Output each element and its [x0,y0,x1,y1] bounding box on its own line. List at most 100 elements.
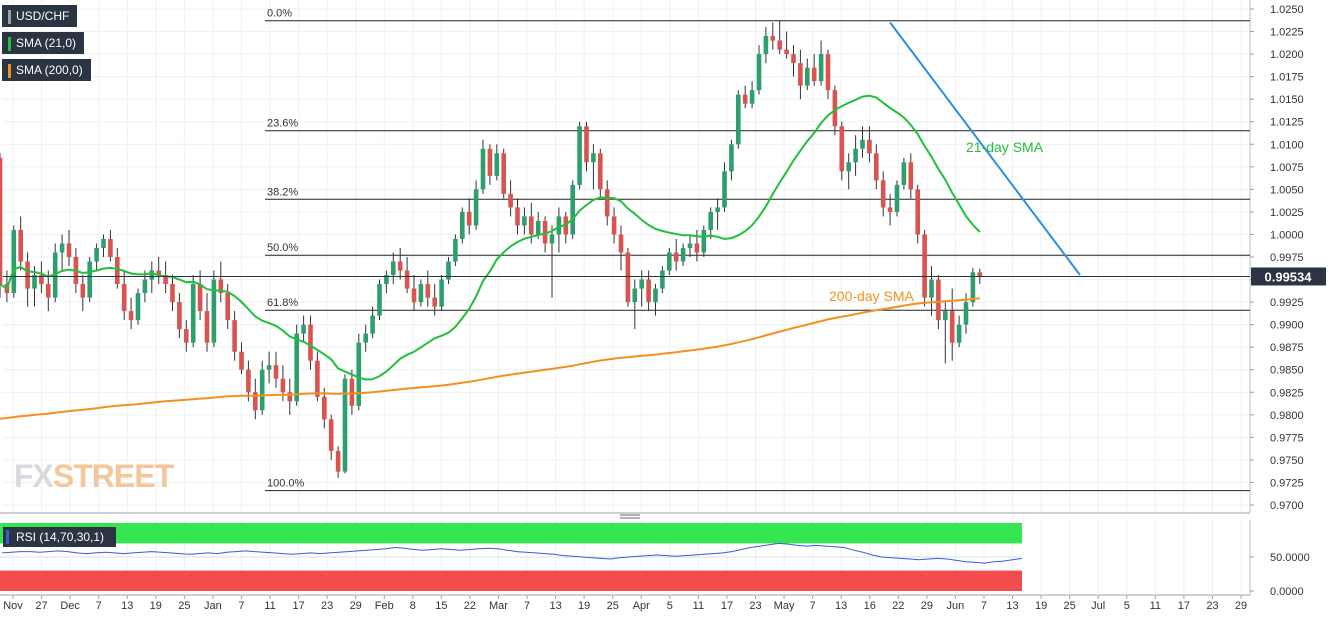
rsi-overbought-zone [0,523,1022,544]
candle [846,153,851,190]
candle [453,234,458,267]
x-tick-label: 13 [549,600,561,612]
candle [121,270,127,321]
legend-sma200-label: SMA (200,0) [16,63,83,77]
legend-symbol[interactable]: USD/CHF [2,5,78,27]
y-tick-label: 1.0050 [1270,184,1304,196]
pane-resize-handle[interactable] [620,514,640,519]
x-tick-label: Dec [60,600,80,612]
candle [108,229,113,262]
candle [604,180,610,226]
candle [632,279,638,330]
candle [577,121,582,190]
candle [322,387,327,429]
x-tick-label: 7 [238,600,244,612]
candle [253,378,258,420]
candle [80,275,86,312]
x-tick-label: 5 [667,600,673,612]
candle [446,257,451,285]
candle [18,216,23,271]
candle [770,22,776,50]
x-tick-label: 16 [864,600,876,612]
candle [887,193,893,226]
candle [825,49,831,100]
candle [87,257,92,303]
candle [487,144,493,185]
y-tick-label: 0.9825 [1270,387,1304,399]
y-tick-label: 0.9800 [1270,410,1304,422]
candle [908,153,914,199]
candle [239,342,244,375]
candle [128,297,134,330]
candle [232,311,237,361]
candle [680,243,686,267]
candle [473,180,479,230]
watermark-part1: FX [14,458,54,494]
candle [342,374,348,474]
y-tick-label: 1.0225 [1270,27,1304,39]
rsi-legend-box[interactable] [3,527,116,547]
candle [308,315,313,370]
candle [501,148,506,199]
sma200-line [0,297,980,420]
x-tick-label: 17 [292,600,304,612]
y-tick-label: 1.0175 [1270,72,1304,84]
resistance-trendline [889,21,1081,276]
candle [915,184,920,244]
y-tick-label: 0.9725 [1270,477,1304,489]
rsi-line [1,542,1023,564]
candle [356,333,362,411]
candle [11,225,17,298]
candle [363,324,368,352]
candle [39,261,44,294]
candle [397,247,403,280]
candle [660,266,665,294]
candle [522,207,527,235]
x-tick-label: 22 [464,600,476,612]
watermark-part2: STREET [52,458,174,494]
candle [142,270,148,303]
candle [508,180,513,217]
x-tick-label: 25 [178,600,190,612]
candle [867,126,872,163]
x-tick-label: 23 [321,600,333,612]
x-tick-label: 13 [835,600,847,612]
candle [349,369,355,415]
candle [784,31,789,59]
candle [411,275,417,312]
x-tick-label: 17 [1178,600,1190,612]
candle [204,293,210,352]
candle [798,49,803,100]
x-tick-label: 29 [350,600,362,612]
candle [377,279,382,321]
x-tick-label: Apr [633,600,650,612]
x-tick-label: 11 [693,600,704,612]
x-tick-label: 22 [892,600,904,612]
main-pane-background [0,0,1331,512]
y-tick-label: 1.0075 [1270,162,1304,174]
candle [494,144,500,181]
candle [301,315,306,343]
x-tick-label: 23 [1206,600,1218,612]
legend-symbol-label: USD/CHF [16,9,70,23]
candle [653,284,658,316]
candle [929,266,934,316]
candle [749,81,755,109]
candle [839,121,845,181]
candle [515,198,520,235]
legend-sma21[interactable]: SMA (21,0) [2,32,85,54]
candle [370,306,375,339]
y-tick-label: 0.9700 [1270,500,1304,512]
y-tick-label: 0.9925 [1270,297,1304,309]
rsi-legend-swatch [6,530,9,544]
legend-sma200[interactable]: SMA (200,0) [2,59,91,81]
x-tick-label: Jun [947,600,965,612]
x-tick-label: 19 [150,600,162,612]
y-tick-label: 0.9750 [1270,455,1304,467]
candle [335,446,341,478]
candle [246,360,251,402]
y-tick-label: 1.0000 [1270,229,1304,241]
candle [384,270,389,294]
candle [466,198,472,235]
